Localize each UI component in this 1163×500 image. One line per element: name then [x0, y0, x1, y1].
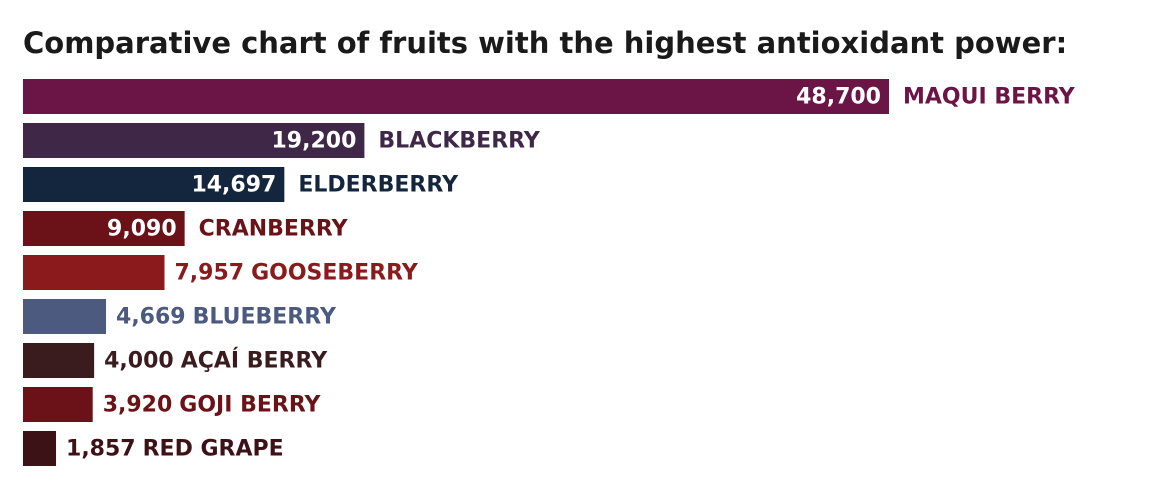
value-label: 7,957 — [174, 261, 244, 286]
value-label: 4,669 — [116, 305, 186, 330]
value-label: 1,857 — [66, 437, 136, 462]
value-label: 14,697 — [191, 173, 276, 198]
bar — [23, 431, 57, 466]
value-label: 48,700 — [796, 85, 881, 110]
category-label: AÇAÍ BERRY — [181, 348, 329, 374]
category-label: GOOSEBERRY — [251, 261, 419, 286]
category-label: GOJI BERRY — [179, 393, 321, 418]
bar — [23, 123, 365, 158]
category-label: RED GRAPE — [143, 437, 284, 462]
category-label: MAQUI BERRY — [903, 85, 1076, 110]
bar — [23, 255, 165, 290]
bar — [23, 167, 285, 202]
category-label: CRANBERRY — [199, 217, 349, 242]
bar — [23, 387, 93, 422]
value-label: 9,090 — [107, 217, 177, 242]
category-label: ELDERBERRY — [298, 173, 459, 198]
value-label: 3,920 — [103, 393, 173, 418]
category-label: BLACKBERRY — [378, 129, 540, 154]
chart-title: Comparative chart of fruits with the hig… — [23, 26, 1067, 60]
value-label: 19,200 — [272, 129, 357, 154]
bar — [23, 79, 889, 114]
category-label: BLUEBERRY — [193, 305, 337, 330]
bar — [23, 343, 95, 378]
bar — [23, 211, 185, 246]
value-label: 4,000 — [104, 349, 174, 374]
bar — [23, 299, 107, 334]
